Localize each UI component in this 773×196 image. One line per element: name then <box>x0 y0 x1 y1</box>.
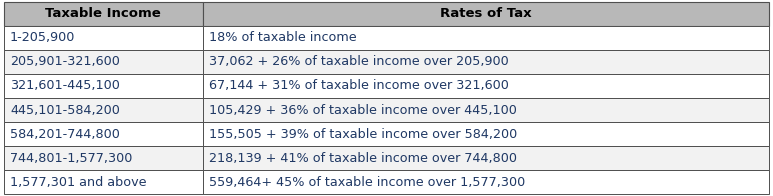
Text: 559,464+ 45% of taxable income over 1,577,300: 559,464+ 45% of taxable income over 1,57… <box>209 176 526 189</box>
Text: 744,801-1,577,300: 744,801-1,577,300 <box>10 152 132 164</box>
Text: Taxable Income: Taxable Income <box>46 7 162 20</box>
Bar <box>4 50 203 74</box>
Text: 205,901-321,600: 205,901-321,600 <box>10 55 120 68</box>
Text: 321,601-445,100: 321,601-445,100 <box>10 80 120 93</box>
Bar <box>4 98 203 122</box>
Bar <box>4 74 203 98</box>
Text: 155,505 + 39% of taxable income over 584,200: 155,505 + 39% of taxable income over 584… <box>209 128 517 141</box>
Text: 1,577,301 and above: 1,577,301 and above <box>10 176 147 189</box>
Text: 37,062 + 26% of taxable income over 205,900: 37,062 + 26% of taxable income over 205,… <box>209 55 509 68</box>
Bar <box>203 26 769 50</box>
Text: 105,429 + 36% of taxable income over 445,100: 105,429 + 36% of taxable income over 445… <box>209 103 517 116</box>
Bar <box>4 146 203 170</box>
Bar <box>203 50 769 74</box>
Text: Rates of Tax: Rates of Tax <box>440 7 532 20</box>
Text: 584,201-744,800: 584,201-744,800 <box>10 128 120 141</box>
Bar <box>4 2 203 26</box>
Bar <box>4 122 203 146</box>
Text: 67,144 + 31% of taxable income over 321,600: 67,144 + 31% of taxable income over 321,… <box>209 80 509 93</box>
Bar <box>4 26 203 50</box>
Text: 218,139 + 41% of taxable income over 744,800: 218,139 + 41% of taxable income over 744… <box>209 152 517 164</box>
Text: 1-205,900: 1-205,900 <box>10 32 76 44</box>
Text: 18% of taxable income: 18% of taxable income <box>209 32 356 44</box>
Bar <box>203 170 769 194</box>
Bar <box>203 122 769 146</box>
Bar <box>203 2 769 26</box>
Bar <box>4 170 203 194</box>
Bar <box>203 98 769 122</box>
Bar <box>203 146 769 170</box>
Text: 445,101-584,200: 445,101-584,200 <box>10 103 120 116</box>
Bar <box>203 74 769 98</box>
